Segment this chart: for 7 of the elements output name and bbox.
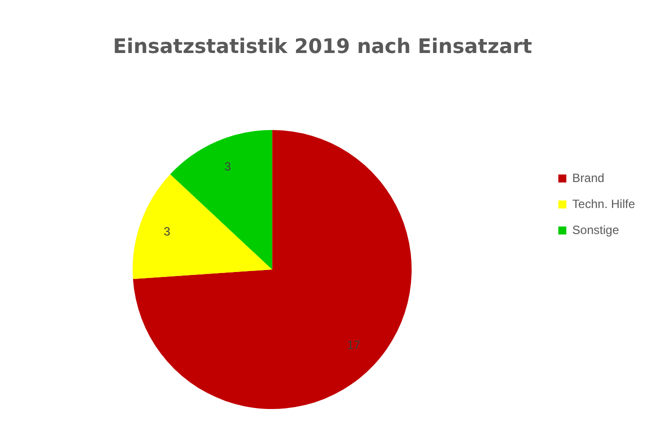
legend-label: Techn. Hilfe [572, 196, 636, 211]
legend-label: Sonstige [572, 222, 620, 237]
chart-title: Einsatzstatistik 2019 nach Einsatzart [112, 34, 532, 58]
data-label: 3 [224, 159, 232, 174]
legend-label: Brand [572, 170, 604, 185]
data-label: 3 [164, 224, 171, 238]
data-label: 17 [347, 338, 361, 352]
